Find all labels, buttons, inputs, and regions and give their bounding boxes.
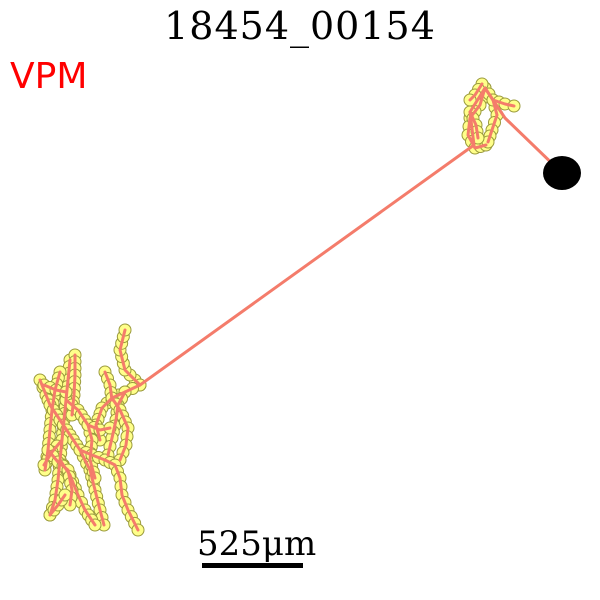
region-label: VPM (10, 56, 88, 97)
scale-bar-label: 525μm (197, 524, 317, 564)
neurite-segment (110, 396, 130, 462)
soma-circle-icon (543, 156, 581, 190)
neurite-segment (491, 98, 516, 108)
neurite-segment (468, 82, 484, 102)
neurite-segment (483, 86, 499, 144)
neurite-segments (38, 82, 564, 532)
neurite-segment (468, 110, 480, 140)
neurite-segment (118, 328, 142, 387)
neurite-segment (46, 448, 74, 507)
neurite-segment (78, 448, 140, 532)
neurite-segment (103, 370, 114, 402)
cell-title: 18454_00154 (164, 4, 436, 48)
neurite-segment (86, 423, 112, 432)
neurite-nodes (33, 77, 521, 537)
neurite-segment (138, 86, 564, 387)
neurite-segment (42, 438, 64, 467)
neurite-segment (466, 86, 488, 150)
neurite-segment (43, 370, 62, 472)
neurite-segment (38, 378, 106, 527)
neurite-segment (42, 383, 68, 394)
neurite-segment (48, 493, 67, 517)
scale-bar (202, 563, 303, 568)
neurite-segment (106, 390, 127, 457)
neurite-segment (64, 398, 97, 480)
